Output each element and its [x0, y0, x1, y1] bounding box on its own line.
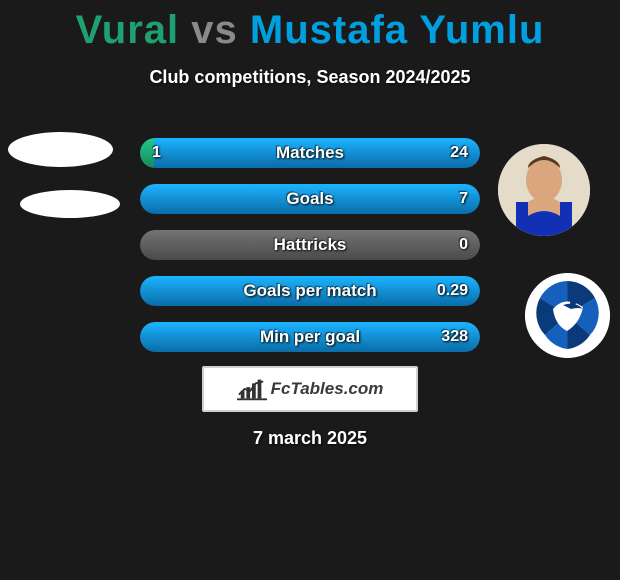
club-badge-icon — [525, 273, 610, 358]
page-title: Vural vs Mustafa Yumlu — [0, 0, 620, 53]
stat-row: Goals per match0.29 — [140, 276, 480, 306]
stat-label: Goals — [140, 184, 480, 214]
player1-name: Vural — [76, 8, 180, 52]
stat-label: Matches — [140, 138, 480, 168]
player2-name: Mustafa Yumlu — [250, 8, 545, 52]
stat-label: Goals per match — [140, 276, 480, 306]
vs-text: vs — [191, 8, 238, 52]
stat-value-right: 24 — [450, 138, 468, 168]
player1-club-logo — [20, 190, 120, 218]
player2-club-logo — [525, 273, 610, 358]
date-text: 7 march 2025 — [0, 428, 620, 449]
stat-row: Matches1 24 — [140, 138, 480, 168]
chart-icon — [237, 377, 267, 401]
stat-row: Min per goal328 — [140, 322, 480, 352]
stat-label: Hattricks — [140, 230, 480, 260]
stat-value-right: 328 — [441, 322, 468, 352]
brand-box[interactable]: FcTables.com — [202, 366, 418, 412]
stat-value-left: 1 — [152, 138, 161, 168]
stat-row: Hattricks0 — [140, 230, 480, 260]
person-icon — [498, 144, 590, 236]
brand-text: FcTables.com — [271, 379, 384, 399]
player2-avatar — [498, 144, 590, 236]
player1-avatar — [8, 132, 113, 167]
stat-value-right: 0.29 — [437, 276, 468, 306]
stats-area: Matches1 24 Goals7 Hattricks0 Goals per matc… — [0, 118, 620, 358]
stat-value-right: 0 — [459, 230, 468, 260]
subtitle: Club competitions, Season 2024/2025 — [0, 67, 620, 88]
stat-value-right: 7 — [459, 184, 468, 214]
stat-bars: Matches1 24 Goals7 Hattricks0 Goals per matc… — [140, 138, 480, 368]
stat-row: Goals7 — [140, 184, 480, 214]
stat-label: Min per goal — [140, 322, 480, 352]
